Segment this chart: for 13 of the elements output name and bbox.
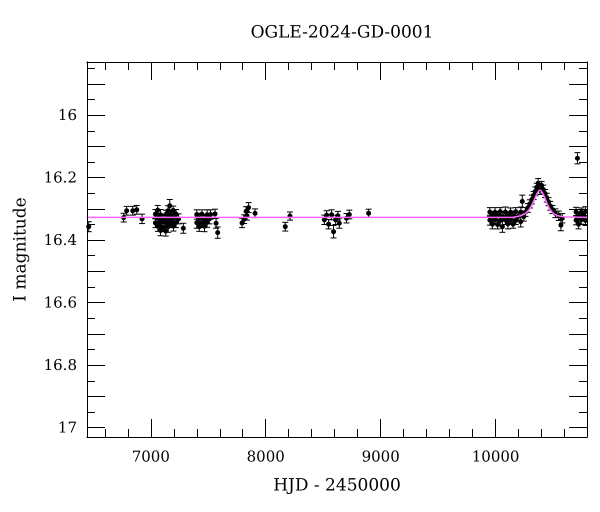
y-tick-label: 16.8 bbox=[44, 356, 77, 374]
x-tick-label: 10000 bbox=[472, 448, 520, 466]
x-axis-title: HJD - 2450000 bbox=[273, 476, 401, 496]
x-tick-label: 8000 bbox=[246, 448, 285, 466]
y-axis-title: I magnitude bbox=[10, 197, 30, 302]
y-tick-label: 16 bbox=[58, 106, 77, 124]
x-tick-label: 7000 bbox=[132, 448, 170, 466]
chart-title: OGLE-2024-GD-0001 bbox=[250, 22, 434, 42]
y-tick-label: 17 bbox=[58, 418, 77, 437]
y-tick-label: 16.6 bbox=[44, 294, 77, 312]
x-tick-label: 9000 bbox=[362, 448, 400, 466]
y-tick-label: 16.2 bbox=[44, 168, 77, 187]
y-tick-label: 16.4 bbox=[44, 231, 77, 250]
